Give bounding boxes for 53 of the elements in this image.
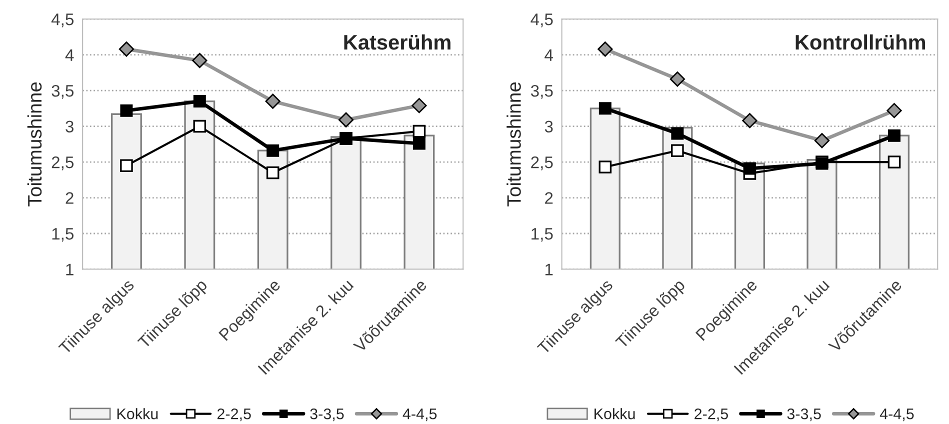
point	[118, 42, 134, 57]
point	[598, 160, 612, 174]
legend-label: 3-3,5	[787, 408, 821, 422]
y-tick-label: 3,5	[530, 84, 553, 99]
point	[266, 144, 280, 157]
y-tick-label: 4	[65, 49, 74, 61]
y-tick-label: 1,5	[532, 228, 553, 242]
point	[598, 102, 612, 115]
y-tick-label: 1	[66, 264, 74, 276]
point	[671, 144, 684, 157]
point	[192, 52, 208, 68]
legend-label: 4-4,5	[880, 408, 914, 422]
y-tick-label: 3	[66, 120, 74, 132]
point	[598, 42, 613, 57]
point	[120, 159, 133, 172]
point	[412, 137, 426, 150]
point	[266, 166, 280, 180]
point	[743, 162, 756, 175]
legend-label: Kokku	[594, 408, 635, 420]
point	[670, 72, 686, 87]
y-tick-label: 2,5	[52, 156, 74, 170]
point	[412, 98, 427, 114]
point	[671, 127, 684, 140]
text: Katserühm	[344, 34, 450, 50]
point	[193, 95, 206, 108]
y-tick-label: 3,5	[52, 84, 74, 99]
legend-label: Kokku	[117, 408, 158, 420]
point	[412, 124, 426, 138]
y-tick-label: 4,5	[51, 14, 74, 28]
point	[338, 112, 354, 128]
y-axis-title: Toitumushinne	[27, 82, 42, 206]
point	[265, 94, 280, 109]
point	[888, 129, 900, 142]
point	[193, 120, 206, 133]
y-tick-label: 1	[545, 264, 553, 276]
point	[888, 156, 901, 168]
point	[814, 133, 830, 148]
y-tick-label: 3	[544, 120, 553, 132]
legend-label: 2-2,5	[217, 408, 251, 422]
y-tick-label: 2	[545, 192, 553, 204]
y-axis-title: Toitumushinne	[506, 82, 521, 206]
point	[120, 104, 133, 117]
y-tick-label: 4,5	[530, 14, 553, 28]
y-tick-label: 2,5	[531, 156, 553, 170]
point	[886, 102, 902, 118]
point	[742, 113, 758, 128]
y-tick-label: 2	[66, 192, 74, 204]
y-tick-label: 4	[544, 49, 553, 61]
legend-label: 2-2,5	[694, 408, 728, 422]
legend-label: 4-4,5	[402, 408, 437, 422]
legend-label: 3-3,5	[310, 408, 344, 422]
y-tick-label: 1,5	[52, 228, 74, 242]
text: Kontrollrühm	[796, 34, 926, 50]
